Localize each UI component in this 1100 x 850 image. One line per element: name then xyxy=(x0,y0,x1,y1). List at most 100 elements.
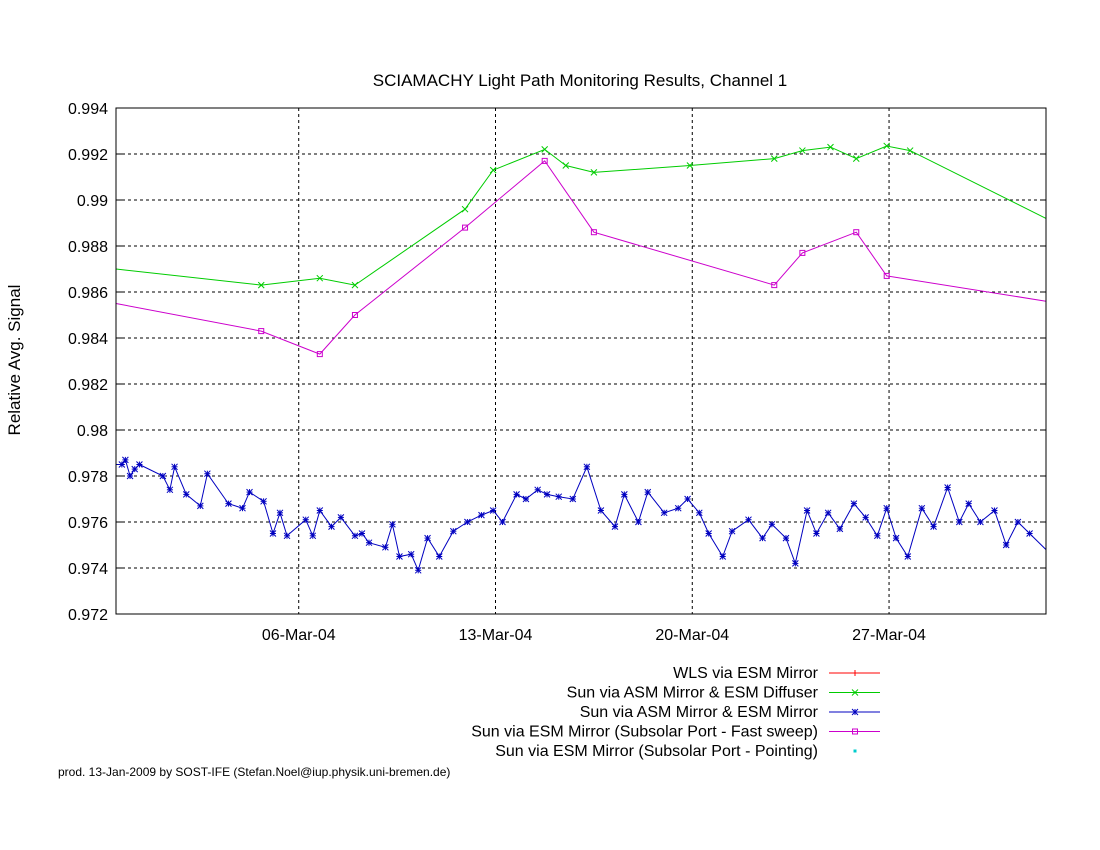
data-point xyxy=(853,749,857,753)
y-tick-label: 0.974 xyxy=(68,561,108,578)
data-point xyxy=(522,495,530,503)
data-point xyxy=(351,312,358,318)
data-point xyxy=(883,142,891,150)
data-point xyxy=(126,472,134,480)
data-point xyxy=(977,518,984,526)
data-point xyxy=(569,495,577,503)
data-point xyxy=(246,488,253,496)
data-point xyxy=(555,493,563,501)
series-layer xyxy=(115,142,1047,574)
data-point xyxy=(883,504,891,512)
series-line xyxy=(115,160,1047,355)
data-point xyxy=(122,456,129,464)
data-point xyxy=(674,504,682,512)
data-point xyxy=(365,539,373,547)
data-point xyxy=(782,534,790,542)
data-point xyxy=(316,274,324,282)
data-point xyxy=(851,708,859,716)
data-point xyxy=(276,509,284,517)
data-point xyxy=(543,491,551,498)
legend-label: Sun via ASM Mirror & ESM Diffuser xyxy=(567,685,819,702)
data-point xyxy=(728,527,736,535)
data-point xyxy=(182,491,190,498)
legend-label: Sun via ESM Mirror (Subsolar Port - Poin… xyxy=(495,743,818,760)
series-line xyxy=(115,145,1047,286)
data-point xyxy=(851,689,859,696)
legend-label: WLS via ESM Mirror xyxy=(673,665,819,682)
data-point xyxy=(424,534,431,542)
data-point xyxy=(196,502,204,510)
x-tick-label: 06-Mar-04 xyxy=(262,627,336,644)
y-tick-label: 0.98 xyxy=(77,423,108,440)
data-point xyxy=(590,229,597,236)
series-4 xyxy=(115,157,1047,358)
y-tick-label: 0.984 xyxy=(68,331,108,348)
data-point xyxy=(853,229,860,236)
data-point xyxy=(513,491,520,498)
data-point xyxy=(660,509,668,517)
data-point xyxy=(166,486,174,494)
data-point xyxy=(328,523,335,530)
data-point xyxy=(239,504,246,512)
data-point xyxy=(791,560,799,567)
data-point xyxy=(824,509,832,517)
y-tick-label: 0.992 xyxy=(68,147,108,164)
data-point xyxy=(171,463,178,471)
data-point xyxy=(464,518,471,526)
data-point xyxy=(159,472,167,480)
data-point xyxy=(204,470,211,478)
data-point xyxy=(414,566,422,574)
x-tick-label: 13-Mar-04 xyxy=(459,627,533,644)
data-point xyxy=(382,543,389,551)
data-point xyxy=(771,282,778,289)
series-3 xyxy=(116,456,1047,574)
data-point xyxy=(852,155,860,162)
data-point xyxy=(590,169,598,176)
plot-frame xyxy=(115,107,1047,615)
data-point xyxy=(269,530,277,537)
data-point xyxy=(407,550,415,558)
data-point xyxy=(316,507,324,514)
legend-label: Sun via ASM Mirror & ESM Mirror xyxy=(580,704,819,721)
data-point xyxy=(309,532,317,540)
data-point xyxy=(904,553,912,560)
series-line xyxy=(116,458,1047,572)
y-tick-label: 0.986 xyxy=(68,285,108,302)
data-point xyxy=(489,166,497,174)
data-point xyxy=(770,155,778,162)
data-point xyxy=(351,281,359,289)
data-point xyxy=(883,272,890,279)
data-point xyxy=(862,514,869,521)
y-tick-label: 0.988 xyxy=(68,239,108,256)
data-point xyxy=(449,527,457,535)
data-point xyxy=(337,514,345,521)
data-point xyxy=(225,500,232,507)
data-point xyxy=(684,495,691,503)
data-point xyxy=(695,509,703,517)
data-point xyxy=(799,249,806,256)
data-point xyxy=(635,518,642,526)
data-point xyxy=(260,497,267,505)
y-tick-label: 0.972 xyxy=(68,607,108,624)
data-point xyxy=(850,500,858,507)
y-tick-label: 0.976 xyxy=(68,515,108,532)
credit-text: prod. 13-Jan-2009 by SOST-IFE (Stefan.No… xyxy=(58,765,451,779)
data-point xyxy=(813,530,820,537)
data-point xyxy=(136,461,143,468)
data-point xyxy=(597,507,605,514)
data-point xyxy=(302,516,310,524)
data-point xyxy=(620,491,628,498)
data-point xyxy=(892,534,900,542)
data-point xyxy=(499,518,506,526)
x-tick-labels: 06-Mar-04 13-Mar-04 20-Mar-04 27-Mar-04 xyxy=(262,627,926,644)
data-point xyxy=(955,518,963,526)
y-tick-labels: 0.972 0.974 0.976 0.978 0.98 0.982 0.984 0.986 0… xyxy=(68,101,108,624)
x-tick-label: 20-Mar-04 xyxy=(655,627,729,644)
data-point xyxy=(644,488,652,496)
data-point xyxy=(489,507,497,514)
data-point xyxy=(1002,541,1010,549)
data-point xyxy=(478,511,485,519)
data-point xyxy=(852,670,858,676)
grid xyxy=(116,107,1046,615)
